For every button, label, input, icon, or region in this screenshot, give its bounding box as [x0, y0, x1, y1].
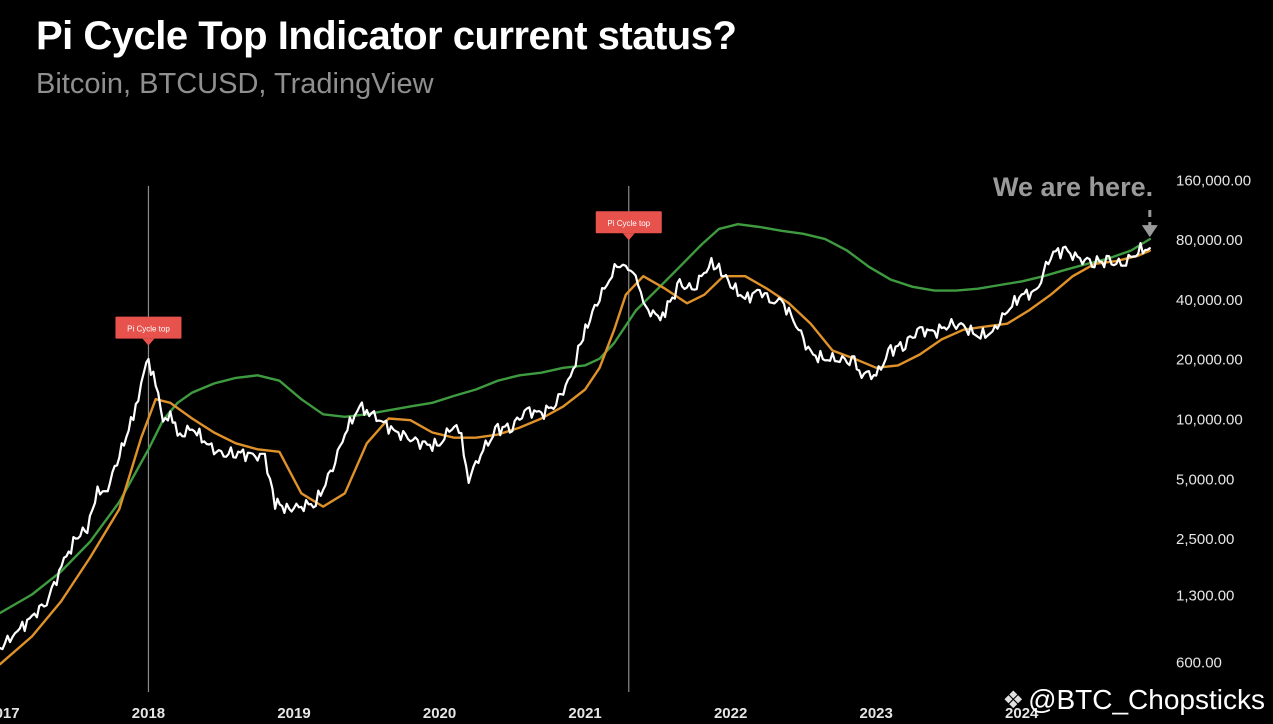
- x-tick-label: 2024: [1005, 705, 1039, 722]
- we-are-here-arrow-head: [1141, 225, 1158, 238]
- marker-box: [115, 316, 182, 339]
- y-tick-label: 20,000.00: [1176, 352, 1243, 369]
- page-subtitle: Bitcoin, BTCUSD, TradingView: [36, 68, 434, 100]
- page-title: Pi Cycle Top Indicator current status?: [36, 14, 737, 58]
- marker-label: Pi Cycle top: [127, 325, 170, 334]
- watermark: ❖ @BTC_Chopsticks: [1003, 684, 1265, 716]
- marker-label: Pi Cycle top: [607, 219, 650, 228]
- series-line-ma_long: [0, 223, 1151, 615]
- y-tick-label: 40,000.00: [1176, 292, 1243, 309]
- y-tick-label: 80,000.00: [1176, 232, 1243, 249]
- pi-cycle-top-marker-0: Pi Cycle top: [115, 316, 182, 346]
- x-tick-label: 2018: [132, 705, 165, 722]
- y-tick-label: 160,000.00: [1176, 172, 1251, 189]
- x-tick-label: 2017: [0, 705, 20, 722]
- y-tick-label: 10,000.00: [1176, 411, 1243, 428]
- x-tick-label: 2019: [277, 705, 310, 722]
- pi-cycle-top-marker-1: Pi Cycle top: [595, 211, 662, 241]
- x-tick-label: 2022: [714, 705, 747, 722]
- y-tick-label: 5,000.00: [1176, 471, 1234, 488]
- y-tick-label: 600.00: [1176, 654, 1222, 671]
- marker-box: [595, 211, 662, 234]
- marker-pointer: [142, 338, 155, 346]
- x-tick-label: 2021: [568, 705, 601, 722]
- binance-square-icon: ❖: [1002, 686, 1025, 714]
- series-line-ma_short: [0, 249, 1151, 666]
- y-tick-label: 1,300.00: [1176, 588, 1234, 605]
- marker-pointer: [622, 233, 635, 241]
- y-tick-label: 2,500.00: [1176, 531, 1234, 548]
- we-are-here-label: We are here.: [993, 172, 1154, 202]
- series-line-price: [0, 242, 1151, 651]
- x-tick-label: 2020: [423, 705, 456, 722]
- watermark-text: @BTC_Chopsticks: [1028, 684, 1265, 715]
- x-tick-label: 2023: [859, 705, 892, 722]
